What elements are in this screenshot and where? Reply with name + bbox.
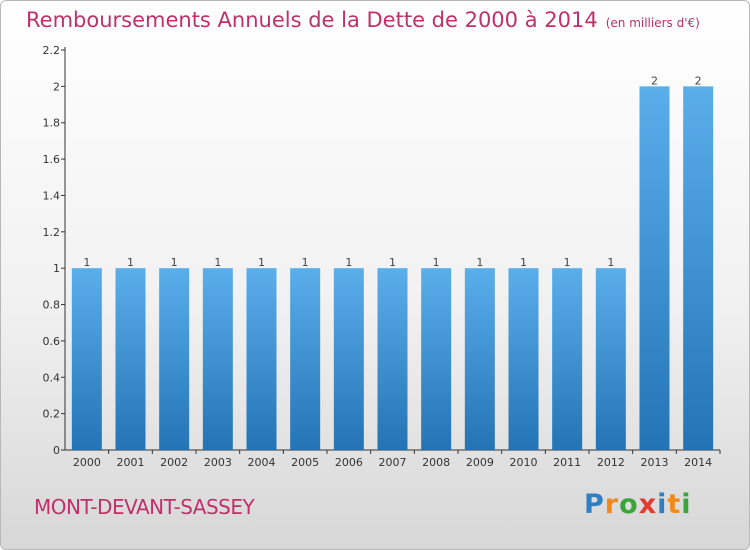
x-tick-label: 2012 [597, 456, 625, 469]
bar [639, 86, 670, 450]
data-label: 1 [607, 256, 614, 269]
x-tick-label: 2010 [510, 456, 538, 469]
x-tick-label: 2001 [117, 456, 145, 469]
brand-letter: P [584, 489, 605, 520]
data-label: 2 [651, 74, 658, 87]
brand-letter: i [681, 489, 692, 520]
labels: 2000 1 2001 1 2002 1 2003 1 2004 1 2005 1 2006 1 2007 1… [73, 74, 712, 469]
data-label: 1 [345, 256, 352, 269]
y-tick-label: 1.8 [43, 117, 61, 130]
brand-letter: t [667, 489, 682, 520]
data-label: 1 [564, 256, 571, 269]
data-label: 1 [476, 256, 483, 269]
bar [333, 268, 364, 450]
bars [71, 86, 714, 450]
x-tick-label: 2009 [466, 456, 494, 469]
title-text: Remboursements Annuels de la Dette de 20… [26, 8, 598, 32]
bar [464, 268, 495, 450]
x-tick-label: 2014 [684, 456, 712, 469]
data-label: 1 [520, 256, 527, 269]
data-label: 2 [695, 74, 702, 87]
x-tick-label: 2013 [641, 456, 669, 469]
x-tick-label: 2008 [422, 456, 450, 469]
bar [202, 268, 233, 450]
y-tick-label: 0.6 [43, 335, 61, 348]
y-tick-label: 0.8 [43, 299, 61, 312]
bar [246, 268, 277, 450]
bar [115, 268, 146, 450]
y-tick-label: 2 [53, 80, 60, 93]
y-tick-label: 2.2 [43, 44, 61, 57]
bar [71, 268, 102, 450]
x-tick-label: 2005 [291, 456, 319, 469]
chart-title: Remboursements Annuels de la Dette de 20… [26, 8, 700, 32]
x-tick-label: 2000 [73, 456, 101, 469]
bar [421, 268, 452, 450]
y-tick-label: 1 [53, 262, 60, 275]
bar [552, 268, 583, 450]
bar [159, 268, 190, 450]
x-tick-label: 2011 [553, 456, 581, 469]
brand-letter: r [604, 489, 620, 520]
data-label: 1 [83, 256, 90, 269]
bar [377, 268, 408, 450]
x-tick-label: 2003 [204, 456, 232, 469]
x-tick-label: 2004 [248, 456, 276, 469]
data-label: 1 [302, 256, 309, 269]
location-name: MONT-DEVANT-SASSEY [34, 495, 255, 519]
x-tick-label: 2002 [160, 456, 188, 469]
brand-letter: i [657, 489, 668, 520]
x-tick-label: 2007 [379, 456, 407, 469]
x-tick-label: 2006 [335, 456, 363, 469]
data-label: 1 [214, 256, 221, 269]
chart-subtitle: (en milliers d'€) [605, 16, 700, 30]
data-label: 1 [171, 256, 178, 269]
bar [595, 268, 626, 450]
bar [683, 86, 714, 450]
brand-logo: Proxiti [584, 489, 692, 520]
y-tick-label: 0.4 [43, 371, 61, 384]
bar [508, 268, 539, 450]
data-label: 1 [258, 256, 265, 269]
y-tick-label: 1.6 [43, 153, 61, 166]
brand-letter: x [638, 489, 658, 520]
y-tick-label: 0.2 [43, 408, 61, 421]
bar [290, 268, 321, 450]
y-tick-label: 1.2 [43, 226, 61, 239]
brand-letter: o [619, 489, 639, 520]
y-tick-label: 0 [53, 444, 60, 457]
data-label: 1 [127, 256, 134, 269]
axes: 0 0.2 0.4 0.6 0.8 1 1.2 1.4 1.6 1.8 2 2.2 [43, 44, 721, 457]
y-tick-label: 1.4 [43, 189, 61, 202]
data-label: 1 [433, 256, 440, 269]
data-label: 1 [389, 256, 396, 269]
